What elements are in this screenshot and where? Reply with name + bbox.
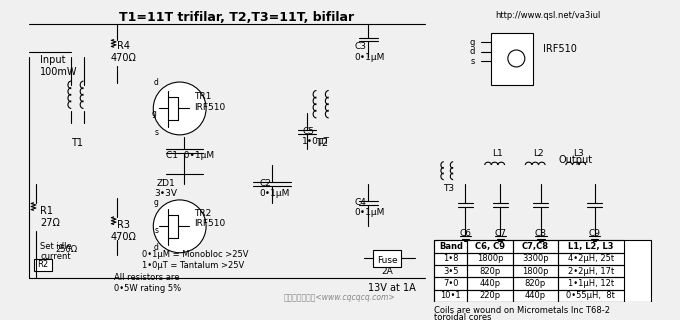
Text: s: s [154, 127, 158, 137]
Text: All resistors are
0•5W rating 5%: All resistors are 0•5W rating 5% [114, 273, 181, 292]
Bar [435, 290, 467, 302]
Text: d: d [469, 47, 475, 56]
Text: 0•1μM = Monobloc >25V: 0•1μM = Monobloc >25V [142, 250, 248, 259]
Text: Coils are wound on Micrometals Inc T68-2: Coils are wound on Micrometals Inc T68-2 [435, 306, 611, 315]
Text: TR1
IRF510: TR1 IRF510 [194, 92, 225, 112]
Text: 2•2μH, 17t: 2•2μH, 17t [568, 267, 614, 276]
Text: 3300p: 3300p [522, 254, 549, 263]
Text: toroidal cores: toroidal cores [435, 313, 492, 320]
Text: Fuse
2A: Fuse 2A [377, 256, 398, 276]
Text: http://www.qsl.net/va3iul: http://www.qsl.net/va3iul [495, 11, 600, 20]
Text: 0•55μH,  8t: 0•55μH, 8t [566, 291, 615, 300]
Text: d: d [154, 78, 158, 87]
Text: C5
1•0μT: C5 1•0μT [303, 127, 330, 147]
Text: 220p: 220p [479, 291, 500, 300]
Text: g: g [152, 109, 156, 118]
Text: s: s [154, 226, 158, 235]
Text: 820p: 820p [524, 279, 546, 288]
Text: 10•1: 10•1 [441, 291, 461, 300]
Bar [435, 253, 467, 265]
Text: L1, L2, L3: L1, L2, L3 [568, 242, 613, 251]
Text: 1800p: 1800p [522, 267, 549, 276]
Text: 820p: 820p [479, 267, 500, 276]
Text: L2: L2 [532, 149, 543, 158]
Text: R2: R2 [37, 260, 48, 269]
Bar [467, 240, 513, 253]
Text: 中国业余无线电<www.cqcqcq.com>: 中国业余无线电<www.cqcqcq.com> [284, 292, 396, 301]
Text: 440p: 440p [479, 279, 500, 288]
Bar [558, 277, 624, 290]
Text: C6: C6 [460, 229, 471, 238]
Text: 1800p: 1800p [477, 254, 503, 263]
Text: C4
0•1μM: C4 0•1μM [354, 198, 384, 217]
Bar [513, 253, 558, 265]
Text: 250Ω: 250Ω [55, 245, 78, 254]
Bar [513, 265, 558, 277]
Text: C7: C7 [494, 229, 507, 238]
Bar [467, 253, 513, 265]
Text: 3•5: 3•5 [443, 267, 458, 276]
Bar [513, 277, 558, 290]
Text: g: g [154, 198, 158, 207]
Text: C9: C9 [589, 229, 600, 238]
Circle shape [153, 82, 206, 135]
Bar [435, 240, 467, 253]
Text: Input
100mW: Input 100mW [40, 55, 78, 77]
Text: 13V at 1A: 13V at 1A [368, 283, 415, 292]
Text: 1•0μT = Tantalum >25V: 1•0μT = Tantalum >25V [142, 261, 244, 270]
Text: 4•2μH, 25t: 4•2μH, 25t [568, 254, 614, 263]
Circle shape [508, 50, 525, 67]
Bar [467, 277, 513, 290]
Text: T2: T2 [316, 138, 328, 148]
Text: Output: Output [559, 155, 593, 165]
Text: L3: L3 [573, 149, 584, 158]
Bar [513, 240, 558, 253]
Bar [558, 290, 624, 302]
Text: C1  0•1μM: C1 0•1μM [165, 151, 214, 160]
Text: R3
470Ω: R3 470Ω [110, 220, 136, 242]
Text: R1
27Ω: R1 27Ω [40, 206, 60, 228]
Bar [33, 259, 52, 271]
Text: 1•1μH, 12t: 1•1μH, 12t [568, 279, 614, 288]
Text: 1•8: 1•8 [443, 254, 458, 263]
Text: L1: L1 [492, 149, 503, 158]
Text: TR2
IRF510: TR2 IRF510 [194, 209, 225, 228]
Text: Set idle
current: Set idle current [40, 242, 72, 261]
Bar [435, 277, 467, 290]
Text: 440p: 440p [525, 291, 546, 300]
Text: C7,C8: C7,C8 [522, 242, 549, 251]
Text: d: d [154, 243, 158, 252]
Text: 7•0: 7•0 [443, 279, 458, 288]
Text: T3: T3 [443, 184, 454, 193]
Bar [491, 33, 533, 85]
Bar [558, 240, 624, 253]
Bar [513, 290, 558, 302]
Text: Band: Band [439, 242, 463, 251]
Text: C8: C8 [535, 229, 547, 238]
Text: R4
470Ω: R4 470Ω [110, 41, 136, 63]
Text: T1: T1 [71, 138, 83, 148]
Bar [435, 240, 651, 302]
Text: ZD1
3•3V: ZD1 3•3V [154, 179, 177, 198]
Text: s: s [471, 57, 475, 66]
Circle shape [153, 200, 206, 253]
Bar [558, 253, 624, 265]
Bar [558, 265, 624, 277]
Bar [435, 265, 467, 277]
Bar [467, 265, 513, 277]
Text: IRF510: IRF510 [543, 44, 577, 54]
Text: g: g [469, 38, 475, 47]
Text: C3
0•1μM: C3 0•1μM [354, 42, 384, 61]
Bar [467, 290, 513, 302]
Text: C2
0•1μM: C2 0•1μM [260, 179, 290, 198]
Bar [373, 250, 401, 267]
Text: T1=11T trifilar, T2,T3=11T, bifilar: T1=11T trifilar, T2,T3=11T, bifilar [119, 11, 354, 24]
Text: C6, C9: C6, C9 [475, 242, 505, 251]
